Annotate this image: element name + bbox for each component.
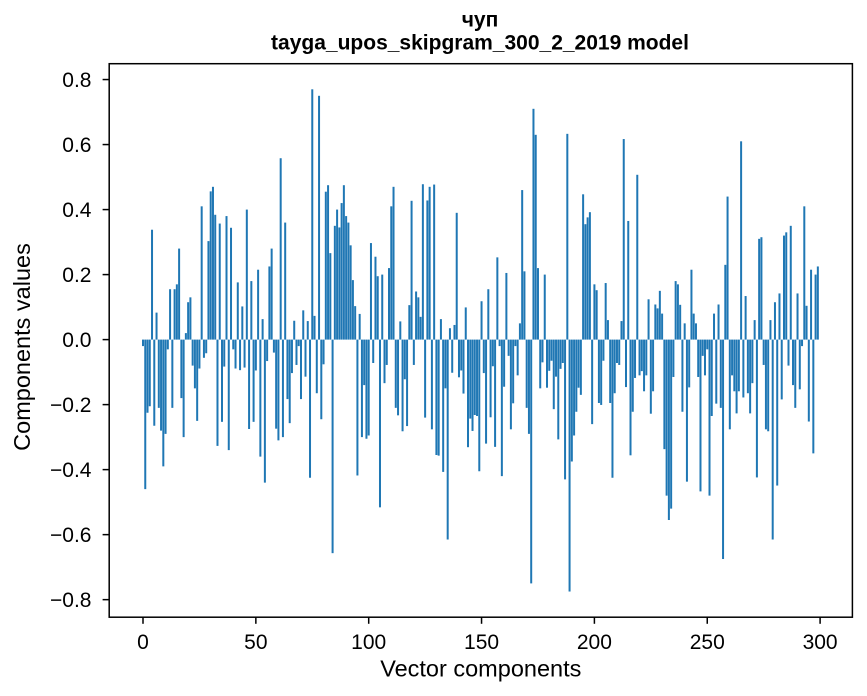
svg-text:tayga_upos_skipgram_300_2_2019: tayga_upos_skipgram_300_2_2019 model [271,31,689,54]
svg-text:Components values: Components values [9,243,35,451]
svg-text:чуп: чуп [462,9,499,32]
svg-text:0.8: 0.8 [62,69,91,92]
svg-text:0: 0 [137,631,149,654]
svg-text:0.4: 0.4 [62,199,92,222]
svg-text:Vector components: Vector components [380,656,581,682]
svg-text:300: 300 [803,631,838,654]
svg-text:100: 100 [351,631,386,654]
svg-text:0.0: 0.0 [62,329,91,352]
svg-text:−0.8: −0.8 [50,589,91,612]
svg-text:150: 150 [464,631,499,654]
svg-text:250: 250 [690,631,725,654]
svg-text:0.2: 0.2 [62,264,91,287]
svg-text:−0.4: −0.4 [50,459,92,482]
svg-text:−0.6: −0.6 [50,524,91,547]
svg-text:0.6: 0.6 [62,134,91,157]
svg-text:50: 50 [244,631,267,654]
svg-text:200: 200 [577,631,612,654]
svg-text:−0.2: −0.2 [50,394,91,417]
